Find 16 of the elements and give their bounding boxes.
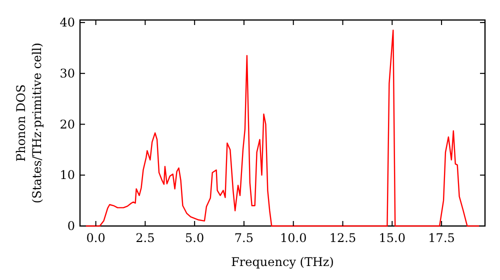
x-axis-title: Frequency (THz) xyxy=(231,255,334,269)
x-tick-label: 2.5 xyxy=(136,231,155,245)
x-tick-label: 15.0 xyxy=(378,231,406,245)
x-tick-label: 10.0 xyxy=(280,231,307,245)
x-tick-label: 0.0 xyxy=(86,231,106,245)
y-tick-label: 30 xyxy=(60,66,75,80)
y-tick-label: 40 xyxy=(60,16,75,30)
x-tick-label: 5.0 xyxy=(185,231,204,245)
x-tick-label: 7.5 xyxy=(234,231,254,245)
x-tick-label: 12.5 xyxy=(329,231,356,245)
y-tick-label: 10 xyxy=(60,168,75,182)
line-series xyxy=(85,30,480,227)
y-tick-label: 0 xyxy=(67,219,75,233)
y-axis-title: Phonon DOS (States/THz·primitive cell) xyxy=(14,42,44,204)
y-tick-label: 20 xyxy=(60,117,75,132)
x-tick-label: 17.5 xyxy=(428,231,455,245)
